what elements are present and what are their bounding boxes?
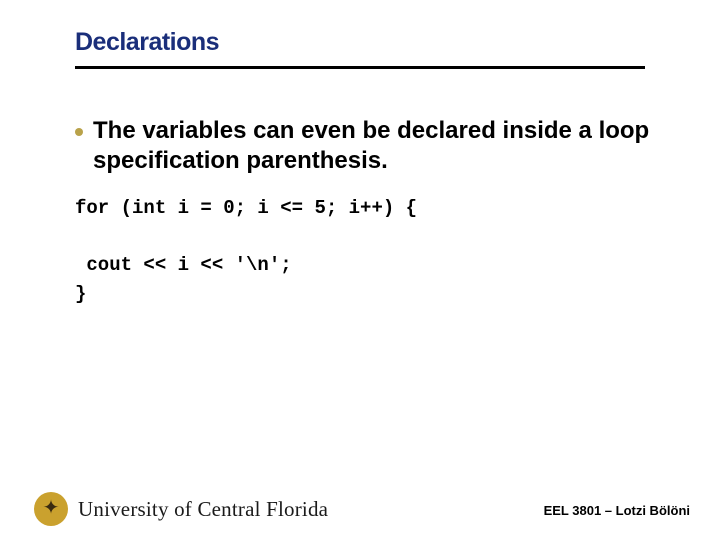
code-block: for (int i = 0; i <= 5; i++) { cout << i… bbox=[75, 194, 417, 308]
university-name: University of Central Florida bbox=[78, 497, 328, 522]
pegasus-seal-icon: ✦ bbox=[34, 492, 68, 526]
title-underline bbox=[75, 66, 645, 69]
slide-title: Declarations bbox=[75, 28, 219, 57]
bullet-item: The variables can even be declared insid… bbox=[75, 116, 655, 176]
slide: Declarations The variables can even be d… bbox=[0, 0, 720, 540]
course-credit: EEL 3801 – Lotzi Bölöni bbox=[544, 503, 690, 518]
bullet-text: The variables can even be declared insid… bbox=[93, 116, 655, 176]
pegasus-glyph-icon: ✦ bbox=[43, 498, 60, 518]
footer: ✦ University of Central Florida EEL 3801… bbox=[0, 478, 720, 540]
university-logo-lockup: ✦ University of Central Florida bbox=[34, 492, 328, 526]
bullet-dot-icon bbox=[75, 128, 83, 136]
